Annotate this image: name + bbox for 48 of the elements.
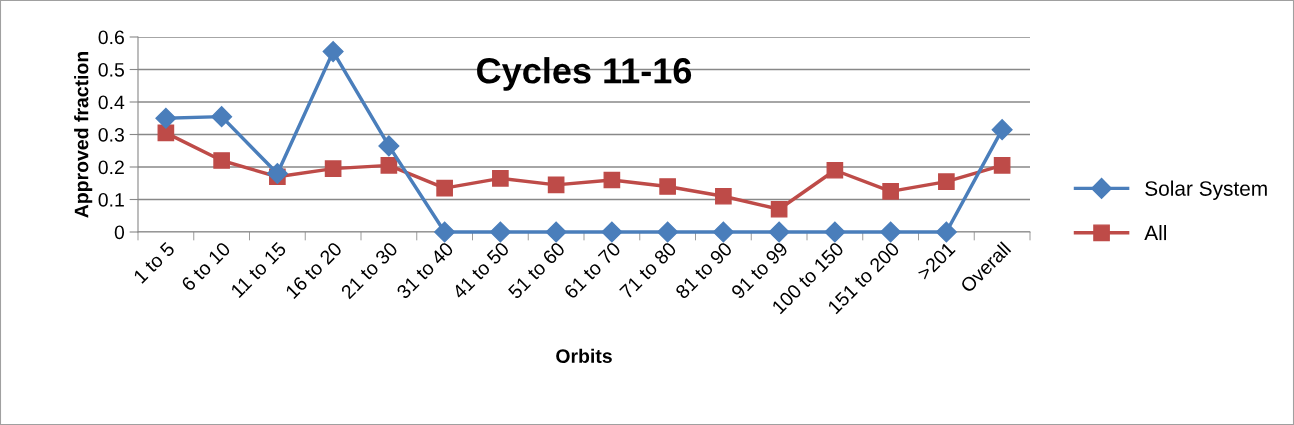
point <box>322 41 344 63</box>
point <box>935 221 957 243</box>
point <box>378 135 400 157</box>
x-tick-label: 6 to 10 <box>180 241 232 292</box>
y-tick-label: 0.4 <box>98 95 125 110</box>
point <box>768 221 790 243</box>
point <box>213 152 230 169</box>
point <box>211 106 233 128</box>
x-axis-title: Orbits <box>556 348 612 363</box>
point <box>492 170 509 187</box>
point <box>155 107 177 129</box>
point <box>659 178 676 195</box>
y-tick-label: 0.2 <box>98 160 124 175</box>
y-tick-label: 0 <box>114 225 125 240</box>
point <box>380 157 398 174</box>
point <box>324 160 342 177</box>
x-tick-label: 1 to 5 <box>133 241 176 284</box>
x-tick-label: 51 to 60 <box>507 241 566 300</box>
legend-label: Solar System <box>1145 180 1267 200</box>
point <box>993 157 1011 174</box>
point <box>770 200 788 218</box>
point <box>266 162 288 185</box>
text: Cycles 11-16 <box>477 57 692 91</box>
point <box>824 221 846 243</box>
point <box>882 183 899 200</box>
point <box>547 176 565 194</box>
point <box>603 171 621 189</box>
point <box>434 221 456 243</box>
x-tick-label: 81 to 90 <box>674 241 733 300</box>
point <box>938 173 955 190</box>
point <box>715 187 732 205</box>
point <box>712 221 734 243</box>
y-tick-label: 0.3 <box>98 127 124 142</box>
point <box>880 221 902 243</box>
y-tick-label: 0.1 <box>98 192 124 207</box>
legend-label: All <box>1144 225 1167 241</box>
point <box>991 119 1013 141</box>
x-tick-label: 16 to 20 <box>284 241 343 300</box>
y-tick-label: 0.6 <box>98 30 124 45</box>
point <box>436 179 453 197</box>
x-tick-label: 11 to 15 <box>230 241 287 299</box>
point <box>657 221 679 243</box>
point <box>601 221 623 243</box>
point <box>545 221 567 243</box>
y-axis-title: Approved fraction <box>74 51 93 218</box>
point <box>489 221 511 243</box>
y-tick-label: 0.5 <box>98 62 124 77</box>
point <box>826 161 844 179</box>
